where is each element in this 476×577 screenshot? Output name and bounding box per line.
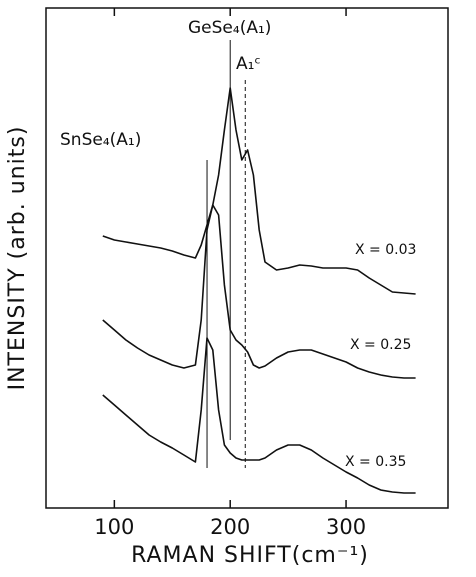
- plot-frame: [45, 7, 449, 509]
- x-tick-label: 300: [326, 515, 366, 539]
- series-label: X = 0.35: [345, 454, 406, 470]
- peak-label: GeSe₄(A₁): [188, 18, 271, 38]
- y-axis-label: INTENSITY (arb. units): [5, 126, 30, 391]
- series-label: X = 0.03: [355, 242, 416, 258]
- x-tick-label: 100: [94, 515, 134, 539]
- spectrum-line: [102, 337, 416, 494]
- peak-label: A₁ᶜ: [236, 54, 261, 74]
- spectrum-line: [102, 204, 416, 379]
- spectrum-line: [102, 87, 416, 295]
- series-label: X = 0.25: [350, 337, 411, 353]
- x-tick-label: 200: [210, 515, 250, 539]
- x-axis-label: RAMAN SHIFT(cm⁻¹): [131, 543, 369, 568]
- peak-label: SnSe₄(A₁): [60, 130, 141, 150]
